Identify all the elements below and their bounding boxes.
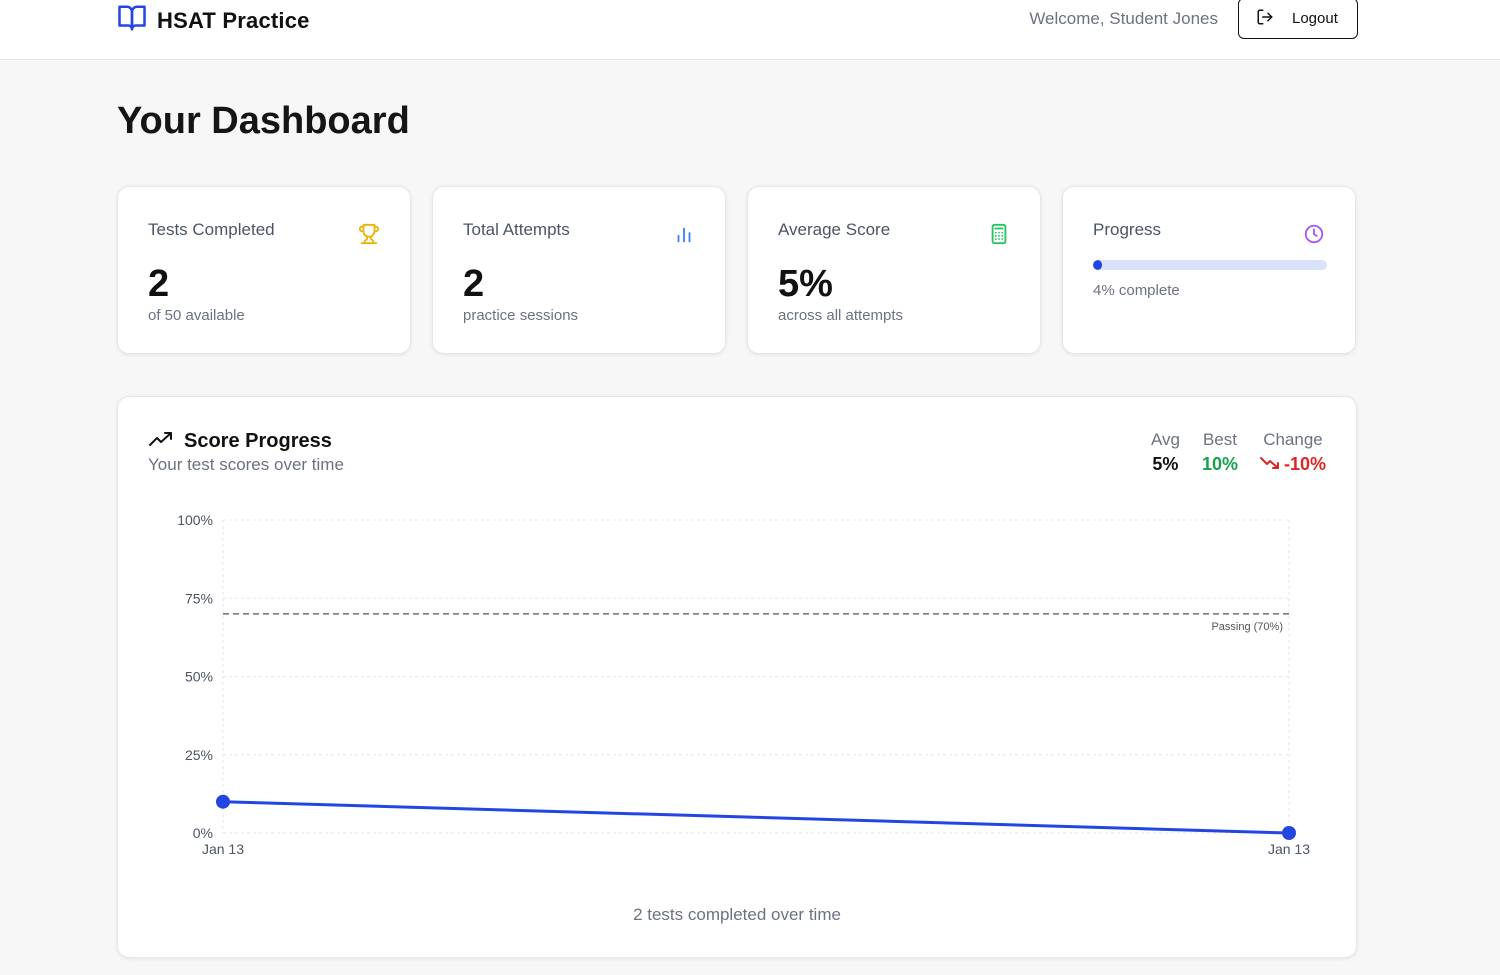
calculator-icon [988,223,1010,245]
progress-bar [1093,260,1327,270]
y-tick-label: 100% [177,512,213,528]
logout-label: Logout [1292,10,1338,27]
y-tick-label: 0% [193,825,213,841]
score-data-point [216,794,230,809]
score-data-point [1282,826,1296,840]
chart-subtitle: Your test scores over time [148,455,344,474]
change-stat: Change -10% [1259,430,1326,475]
trending-up-icon [148,429,174,454]
trending-down-icon [1259,454,1280,475]
y-tick-label: 25% [185,747,213,763]
total-attempts-card: Total Attempts 2 practice sessions [432,186,726,354]
card-subtext: of 50 available [148,307,245,324]
avg-stat: Avg 5% [1151,430,1180,475]
chart-header: Score Progress [148,429,332,454]
progress-text: 4% complete [1093,282,1180,299]
average-score-card: Average Score 5% across all attempts [747,186,1041,354]
card-label: Total Attempts [463,220,570,239]
card-label: Progress [1093,220,1162,239]
page-title: Your Dashboard [117,100,410,142]
card-subtext: practice sessions [463,307,579,324]
clock-icon [1303,223,1325,245]
best-label: Best [1202,430,1237,449]
x-tick-label: Jan 13 [1268,841,1310,857]
change-value-wrap: -10% [1259,454,1326,475]
y-tick-label: 50% [185,669,213,685]
card-value: 5% [778,263,833,305]
score-stats: Avg 5% Best 10% Change -10% [1151,430,1326,475]
chart-footer: 2 tests completed over time [633,905,841,924]
logout-icon [1256,8,1274,30]
score-progress-card: Score Progress Your test scores over tim… [117,396,1357,958]
avg-label: Avg [1150,430,1180,449]
bar-chart-icon [673,223,695,245]
logout-button[interactable]: Logout [1238,0,1358,39]
score-line-chart: 0% 25% 50% 75% 100% Passing (70%) Jan 13 Jan 13 [177,512,1310,857]
top-navbar: HSAT Practice Welcome, Student Jones Log… [0,0,1500,60]
best-value: 10% [1201,454,1238,474]
best-stat: Best 10% [1202,430,1238,475]
progress-card: Progress 4% complete [1062,186,1356,354]
card-value: 2 [148,263,170,305]
welcome-text: Welcome, Student Jones [1029,9,1218,28]
passing-reference-label: Passing (70%) [1211,621,1283,633]
card-value: 2 [463,263,485,305]
trophy-icon [358,223,380,245]
change-label: Change [1263,430,1323,449]
card-label: Tests Completed [148,220,275,239]
card-subtext: across all attempts [778,307,904,324]
progress-bar-fill [1093,260,1103,270]
tests-completed-card: Tests Completed 2 of 50 available [117,186,411,354]
x-tick-label: Jan 13 [202,841,244,857]
change-value: -10% [1283,454,1326,474]
app-title: HSAT Practice [157,7,310,33]
chart-title: Score Progress [184,430,332,452]
book-open-icon [117,4,147,37]
avg-value: 5% [1152,454,1179,474]
card-label: Average Score [778,220,891,239]
score-series-line [222,800,1290,835]
brand[interactable]: HSAT Practice [117,4,310,37]
y-tick-label: 75% [185,590,213,606]
